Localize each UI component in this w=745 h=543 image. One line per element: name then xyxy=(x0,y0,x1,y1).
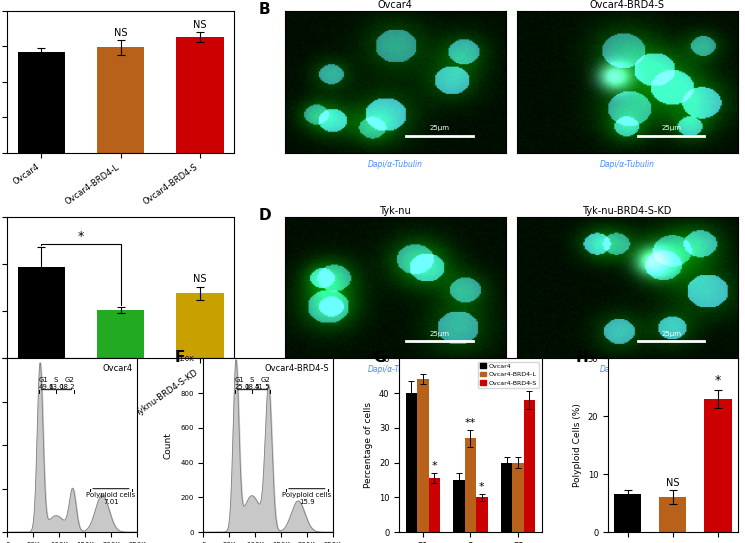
Title: Tyk-nu: Tyk-nu xyxy=(379,206,411,216)
Bar xyxy=(705,399,732,532)
Text: Dapi/α-Tubulin: Dapi/α-Tubulin xyxy=(600,365,655,375)
Text: S
18.5: S 18.5 xyxy=(244,377,260,390)
Bar xyxy=(524,400,535,532)
Text: **: ** xyxy=(465,418,476,428)
Title: Ovcar4-BRD4-S: Ovcar4-BRD4-S xyxy=(589,0,665,10)
Text: *: * xyxy=(78,230,84,243)
Bar xyxy=(513,463,524,532)
Bar xyxy=(406,393,417,532)
Text: NS: NS xyxy=(666,477,679,488)
Text: *: * xyxy=(715,374,721,387)
Text: G2
18.2: G2 18.2 xyxy=(59,377,74,390)
Bar xyxy=(18,267,66,358)
Bar xyxy=(614,495,641,532)
Text: Dapi/α-Tubulin: Dapi/α-Tubulin xyxy=(600,160,655,169)
Y-axis label: Count: Count xyxy=(163,432,172,459)
Text: F: F xyxy=(175,350,186,365)
Y-axis label: Polyploid Cells (%): Polyploid Cells (%) xyxy=(573,403,582,487)
Bar xyxy=(176,293,224,358)
Bar xyxy=(176,37,224,153)
Bar xyxy=(428,478,440,532)
Text: Polyploid cells
7.01: Polyploid cells 7.01 xyxy=(86,492,136,505)
Bar xyxy=(659,497,686,532)
Text: Ovcar4: Ovcar4 xyxy=(103,364,133,372)
Text: G1
25.0: G1 25.0 xyxy=(235,377,250,390)
Text: Dapi/α-Tubulin: Dapi/α-Tubulin xyxy=(368,160,422,169)
Text: *: * xyxy=(431,462,437,471)
Title: Ovcar4: Ovcar4 xyxy=(378,0,413,10)
Bar xyxy=(476,497,487,532)
Bar xyxy=(97,47,145,153)
Text: 25μm: 25μm xyxy=(662,125,681,131)
Bar xyxy=(417,379,428,532)
Text: G2
41.5: G2 41.5 xyxy=(255,377,270,390)
Text: G: G xyxy=(373,350,386,365)
Text: *: * xyxy=(479,482,485,492)
Bar xyxy=(453,480,465,532)
Text: NS: NS xyxy=(193,274,206,284)
Text: 25μm: 25μm xyxy=(429,331,449,337)
Text: S
13.0: S 13.0 xyxy=(48,377,64,390)
Text: D: D xyxy=(259,208,271,223)
Text: NS: NS xyxy=(114,28,127,37)
Bar xyxy=(501,463,513,532)
Text: 25μm: 25μm xyxy=(429,125,449,131)
Text: Dapi/α-Tubulin: Dapi/α-Tubulin xyxy=(368,365,422,375)
Y-axis label: Percentage of cells: Percentage of cells xyxy=(364,402,373,488)
Title: Tyk-nu-BRD4-S-KD: Tyk-nu-BRD4-S-KD xyxy=(583,206,672,216)
Text: Polyploid cells
15.9: Polyploid cells 15.9 xyxy=(282,492,332,505)
Legend: Ovcar4, Ovcar4-BRD4-L, Ovcar4-BRD4-S: Ovcar4, Ovcar4-BRD4-L, Ovcar4-BRD4-S xyxy=(478,362,539,388)
Text: B: B xyxy=(259,2,270,17)
Bar xyxy=(18,52,66,153)
Text: Ovcar4-BRD4-S: Ovcar4-BRD4-S xyxy=(264,364,329,372)
Text: H: H xyxy=(576,350,589,365)
Bar xyxy=(465,438,476,532)
Bar xyxy=(97,310,145,358)
Text: 25μm: 25μm xyxy=(662,331,681,337)
Text: *: * xyxy=(527,380,532,390)
Text: G1
49.6: G1 49.6 xyxy=(39,377,54,390)
Text: NS: NS xyxy=(193,21,206,30)
